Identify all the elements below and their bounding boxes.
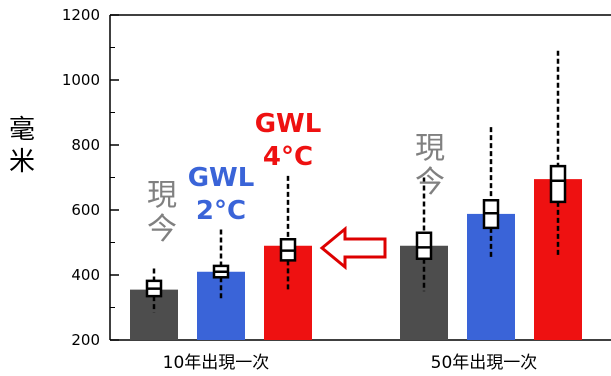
y-axis-label-char-1: 毫 [9,115,35,145]
x-axis-categories: 10年出現一次 50年出現一次 [163,353,538,373]
annotation-text: 今 [147,212,177,247]
arrow-layer [319,225,387,271]
x-category-label: 10年出現一次 [163,353,270,373]
y-tick-label: 1200 [62,6,100,24]
y-axis-label-char-2: 米 [9,147,35,177]
y-tick-label: 600 [71,201,100,219]
annotation-text: GWL [188,163,255,193]
box-iqr [415,231,433,260]
y-axis: 200 400 600 800 1000 1200 [62,6,119,349]
annotation-text: 今 [415,165,445,200]
annotation-text: GWL [255,109,322,139]
x-category-label: 50年出現一次 [431,353,538,373]
y-tick-label: 200 [71,331,100,349]
y-tick-label: 1000 [62,71,100,89]
left-arrow-icon [319,225,387,271]
y-tick-label: 400 [71,266,100,284]
box-whisker-layer [145,50,567,313]
annotation-text: 現 [147,178,177,213]
y-tick-label: 800 [71,136,100,154]
annotation-text: 現 [415,131,445,166]
annotation-text: 2°C [196,196,246,226]
box-iqr [549,164,567,204]
bar [467,213,515,340]
bar [197,271,245,340]
annotation-text: 4°C [263,142,313,172]
